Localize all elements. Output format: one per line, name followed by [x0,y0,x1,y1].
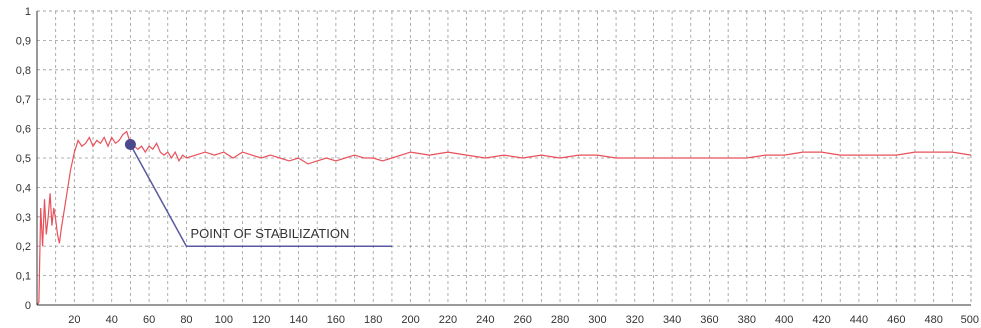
x-tick-label: 240 [476,314,494,326]
x-tick-label: 400 [775,314,793,326]
x-tick-label: 360 [700,314,718,326]
x-tick-label: 340 [663,314,681,326]
y-tick-label: 0,7 [16,94,31,106]
x-tick-label: 420 [812,314,830,326]
y-tick-label: 0,9 [16,35,31,47]
annotation-label: POINT OF STABILIZATION [190,226,349,241]
x-tick-label: 20 [68,314,80,326]
x-tick-label: 380 [738,314,756,326]
y-tick-label: 0 [25,300,31,312]
x-tick-label: 180 [364,314,382,326]
x-tick-label: 40 [106,314,118,326]
x-tick-label: 300 [588,314,606,326]
y-tick-label: 0,8 [16,65,31,77]
y-tick-label: 0,3 [16,212,31,224]
y-tick-label: 1 [25,6,31,18]
x-axis-tick-labels: 20 40 60 80 100 120 140 160 180 200 220 240 260 280 30… [68,314,979,326]
x-tick-label: 100 [215,314,233,326]
x-tick-label: 260 [514,314,532,326]
y-tick-label: 0,6 [16,124,31,136]
y-tick-label: 0,4 [16,182,31,194]
x-tick-label: 80 [180,314,192,326]
x-tick-label: 120 [252,314,270,326]
y-tick-label: 0,1 [16,271,31,283]
x-tick-label: 320 [626,314,644,326]
series-line [36,130,972,306]
x-tick-label: 280 [551,314,569,326]
y-tick-label: 0,2 [16,241,31,253]
y-tick-label: 0,5 [16,153,31,165]
x-tick-label: 200 [401,314,419,326]
x-tick-label: 60 [143,314,155,326]
x-tick-label: 440 [850,314,868,326]
x-tick-label: 500 [961,314,979,326]
x-tick-label: 480 [924,314,942,326]
annotation-leader-line [129,144,392,247]
x-tick-label: 460 [887,314,905,326]
y-axis-tick-labels: 0 0,1 0,2 0,3 0,4 0,5 0,6 0,7 0,8 0,9 1 [16,6,31,312]
x-tick-label: 160 [327,314,345,326]
x-tick-label: 220 [439,314,457,326]
x-tick-label: 140 [289,314,307,326]
stabilization-marker [124,138,136,150]
